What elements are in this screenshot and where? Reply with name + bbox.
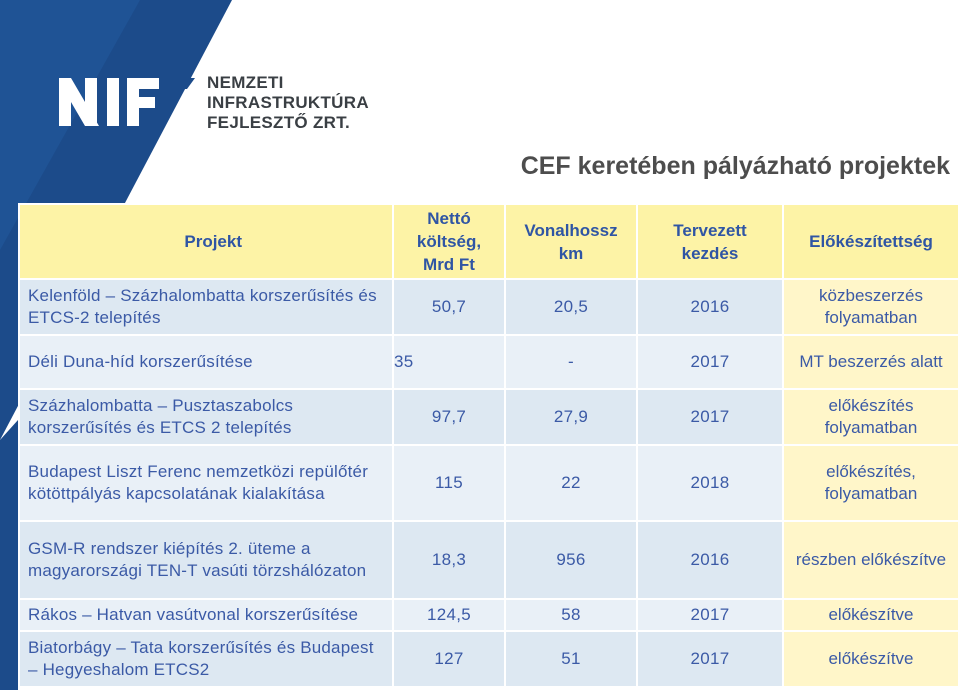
project-status: MT beszerzés alatt (782, 334, 960, 390)
project-cost: 127 (392, 630, 506, 688)
page-title: CEF keretében pályázható projektek (520, 152, 950, 180)
logo-line-1: NEMZETI (207, 73, 284, 92)
project-length: 22 (504, 444, 638, 522)
table-row: Déli Duna-híd korszerűsítése 35 - 2017 M… (18, 334, 960, 390)
project-start: 2017 (636, 630, 784, 688)
project-cost: 35 (392, 334, 506, 390)
project-name: Rákos – Hatvan vasútvonal korszerűsítése (18, 598, 394, 632)
table-header-row: Projekt Nettó költség, Mrd Ft Vonalhossz… (18, 203, 960, 280)
project-status: előkészítés, folyamatban (782, 444, 960, 522)
project-cost: 18,3 (392, 520, 506, 600)
project-cost: 97,7 (392, 388, 506, 446)
project-cost: 124,5 (392, 598, 506, 632)
logo-line-2: INFRASTRUKTÚRA (207, 93, 369, 112)
project-start: 2016 (636, 278, 784, 336)
table-row: Budapest Liszt Ferenc nemzetközi repülőt… (18, 444, 960, 522)
project-name: Budapest Liszt Ferenc nemzetközi repülőt… (18, 444, 394, 522)
project-status: előkészítve (782, 598, 960, 632)
header-start: Tervezett kezdés (636, 203, 784, 280)
header-length: Vonalhossz km (504, 203, 638, 280)
project-start: 2017 (636, 598, 784, 632)
project-length: - (504, 334, 638, 390)
project-status: előkészítés folyamatban (782, 388, 960, 446)
project-name: Kelenföld – Százhalombatta korszerűsítés… (18, 278, 394, 336)
table-row: GSM-R rendszer kiépítés 2. üteme a magya… (18, 520, 960, 600)
logo-wordmark: NEMZETI INFRASTRUKTÚRA FEJLESZTŐ ZRT. (207, 73, 369, 133)
project-length: 58 (504, 598, 638, 632)
project-length: 20,5 (504, 278, 638, 336)
project-status: közbeszerzés folyamatban (782, 278, 960, 336)
project-name: GSM-R rendszer kiépítés 2. üteme a magya… (18, 520, 394, 600)
table-row: Százhalombatta – Pusztaszabolcs korszerű… (18, 388, 960, 446)
project-start: 2017 (636, 334, 784, 390)
project-length: 51 (504, 630, 638, 688)
projects-table: Projekt Nettó költség, Mrd Ft Vonalhossz… (18, 203, 960, 688)
project-status: részben előkészítve (782, 520, 960, 600)
nif-logo-mark (59, 78, 195, 126)
table-row: Biatorbágy – Tata korszerűsítés és Budap… (18, 630, 960, 688)
project-name: Százhalombatta – Pusztaszabolcs korszerű… (18, 388, 394, 446)
table-row: Kelenföld – Százhalombatta korszerűsítés… (18, 278, 960, 336)
project-length: 27,9 (504, 388, 638, 446)
project-start: 2018 (636, 444, 784, 522)
project-cost: 50,7 (392, 278, 506, 336)
header-projekt: Projekt (18, 203, 394, 280)
project-cost: 115 (392, 444, 506, 522)
header-status: Előkészítettség (782, 203, 960, 280)
project-start: 2017 (636, 388, 784, 446)
logo-line-3: FEJLESZTŐ ZRT. (207, 113, 351, 132)
project-name: Biatorbágy – Tata korszerűsítés és Budap… (18, 630, 394, 688)
header-cost: Nettó költség, Mrd Ft (392, 203, 506, 280)
project-start: 2016 (636, 520, 784, 600)
project-status: előkészítve (782, 630, 960, 688)
project-length: 956 (504, 520, 638, 600)
project-name: Déli Duna-híd korszerűsítése (18, 334, 394, 390)
table-row: Rákos – Hatvan vasútvonal korszerűsítése… (18, 598, 960, 632)
